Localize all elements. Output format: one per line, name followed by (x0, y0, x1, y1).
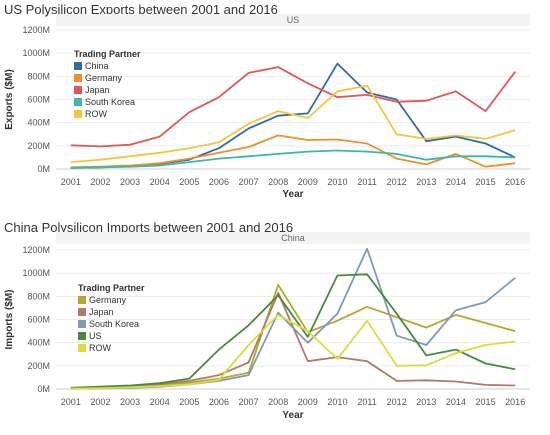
panel-header-label: US (287, 15, 300, 25)
legend-swatch (74, 74, 82, 82)
y-tick-label: 800M (27, 71, 50, 81)
x-tick-label: 2002 (90, 397, 110, 407)
y-tick-label: 400M (27, 118, 50, 128)
y-tick-label: 200M (27, 361, 50, 371)
x-tick-label: 2005 (179, 177, 199, 187)
series-line-germany (70, 283, 516, 390)
legend-entry: China (85, 61, 109, 71)
x-tick-label: 2004 (150, 397, 170, 407)
x-tick-label: 2002 (90, 177, 110, 187)
panel-header-band (56, 232, 530, 244)
legend-entry: South Korea (89, 319, 139, 329)
x-tick-label: 2016 (505, 177, 525, 187)
y-axis-title: Exports ($M) (4, 69, 15, 130)
legend-swatch (78, 344, 86, 352)
x-tick-label: 2007 (239, 177, 259, 187)
x-tick-label: 2015 (476, 177, 496, 187)
chart-0: US 0M 200M 400M 600M 800M 1000M 1200M 2001 2002 20… (4, 14, 530, 200)
x-tick-label: 2011 (357, 177, 376, 187)
series-line-us (70, 273, 516, 389)
x-tick-label: 2010 (327, 177, 347, 187)
panel-header-band (56, 14, 530, 26)
x-tick-label: 2011 (357, 397, 376, 407)
x-tick-label: 2010 (327, 397, 347, 407)
legend-entry: South Korea (85, 97, 135, 107)
x-tick-label: 2007 (239, 397, 259, 407)
x-tick-label: 2014 (446, 397, 466, 407)
x-tick-label: 2003 (120, 397, 140, 407)
legend-swatch (78, 296, 86, 304)
legend-swatch (74, 110, 82, 118)
legend-swatch (74, 86, 82, 94)
x-tick-label: 2016 (505, 397, 525, 407)
y-tick-label: 1000M (22, 268, 50, 278)
legend-entry: Germany (85, 73, 123, 83)
y-tick-label: 800M (27, 291, 50, 301)
legend-title: Trading Partner (74, 49, 141, 59)
chart-title-us-exports: US Polysilicon Exports between 2001 and … (4, 2, 278, 17)
legend-entry: US (89, 331, 102, 341)
x-tick-label: 2009 (298, 177, 318, 187)
y-tick-label: 1200M (22, 245, 50, 255)
series-line-south-korea (70, 149, 516, 169)
x-tick-label: 2009 (298, 397, 318, 407)
chart-title-china-imports: China Polysilicon Imports between 2001 a… (4, 220, 294, 235)
series-line-germany (70, 134, 516, 169)
legend-swatch (78, 308, 86, 316)
x-tick-label: 2005 (179, 397, 199, 407)
legend-entry: ROW (85, 109, 108, 119)
legend-title: Trading Partner (78, 283, 145, 293)
legend-entry: Japan (89, 307, 114, 317)
y-tick-label: 1000M (22, 48, 50, 58)
legend-entry: Japan (85, 85, 110, 95)
x-tick-label: 2013 (416, 177, 436, 187)
x-tick-label: 2015 (476, 397, 496, 407)
legend-entry: ROW (89, 343, 112, 353)
x-tick-label: 2006 (209, 177, 229, 187)
x-tick-label: 2004 (150, 177, 170, 187)
y-tick-label: 200M (27, 141, 50, 151)
legend-swatch (78, 332, 86, 340)
legend-entry: Germany (89, 295, 127, 305)
x-tick-label: 2003 (120, 177, 140, 187)
x-tick-label: 2014 (446, 177, 466, 187)
y-tick-label: 0M (37, 164, 50, 174)
panel-header-label: China (281, 233, 305, 243)
series-line-japan (70, 66, 516, 148)
x-tick-label: 2012 (387, 177, 407, 187)
x-tick-label: 2001 (61, 397, 81, 407)
y-tick-label: 600M (27, 95, 50, 105)
x-tick-label: 2008 (268, 177, 288, 187)
y-axis-title: Imports ($M) (4, 290, 15, 350)
y-tick-label: 0M (37, 384, 50, 394)
x-tick-label: 2001 (61, 177, 81, 187)
x-tick-label: 2013 (416, 397, 436, 407)
y-tick-label: 400M (27, 338, 50, 348)
x-axis-title: Year (282, 410, 303, 421)
x-tick-label: 2006 (209, 397, 229, 407)
legend-swatch (78, 320, 86, 328)
x-tick-label: 2008 (268, 397, 288, 407)
legend-swatch (74, 62, 82, 70)
chart-1: China 0M 200M 400M 600M 800M 1000M 1200M 2001 200… (4, 232, 530, 421)
y-tick-label: 1200M (22, 25, 50, 35)
series-line-row (70, 84, 516, 163)
y-tick-label: 600M (27, 315, 50, 325)
series-line-row (70, 313, 516, 390)
x-tick-label: 2012 (387, 397, 407, 407)
legend-swatch (74, 98, 82, 106)
x-axis-title: Year (282, 189, 303, 200)
